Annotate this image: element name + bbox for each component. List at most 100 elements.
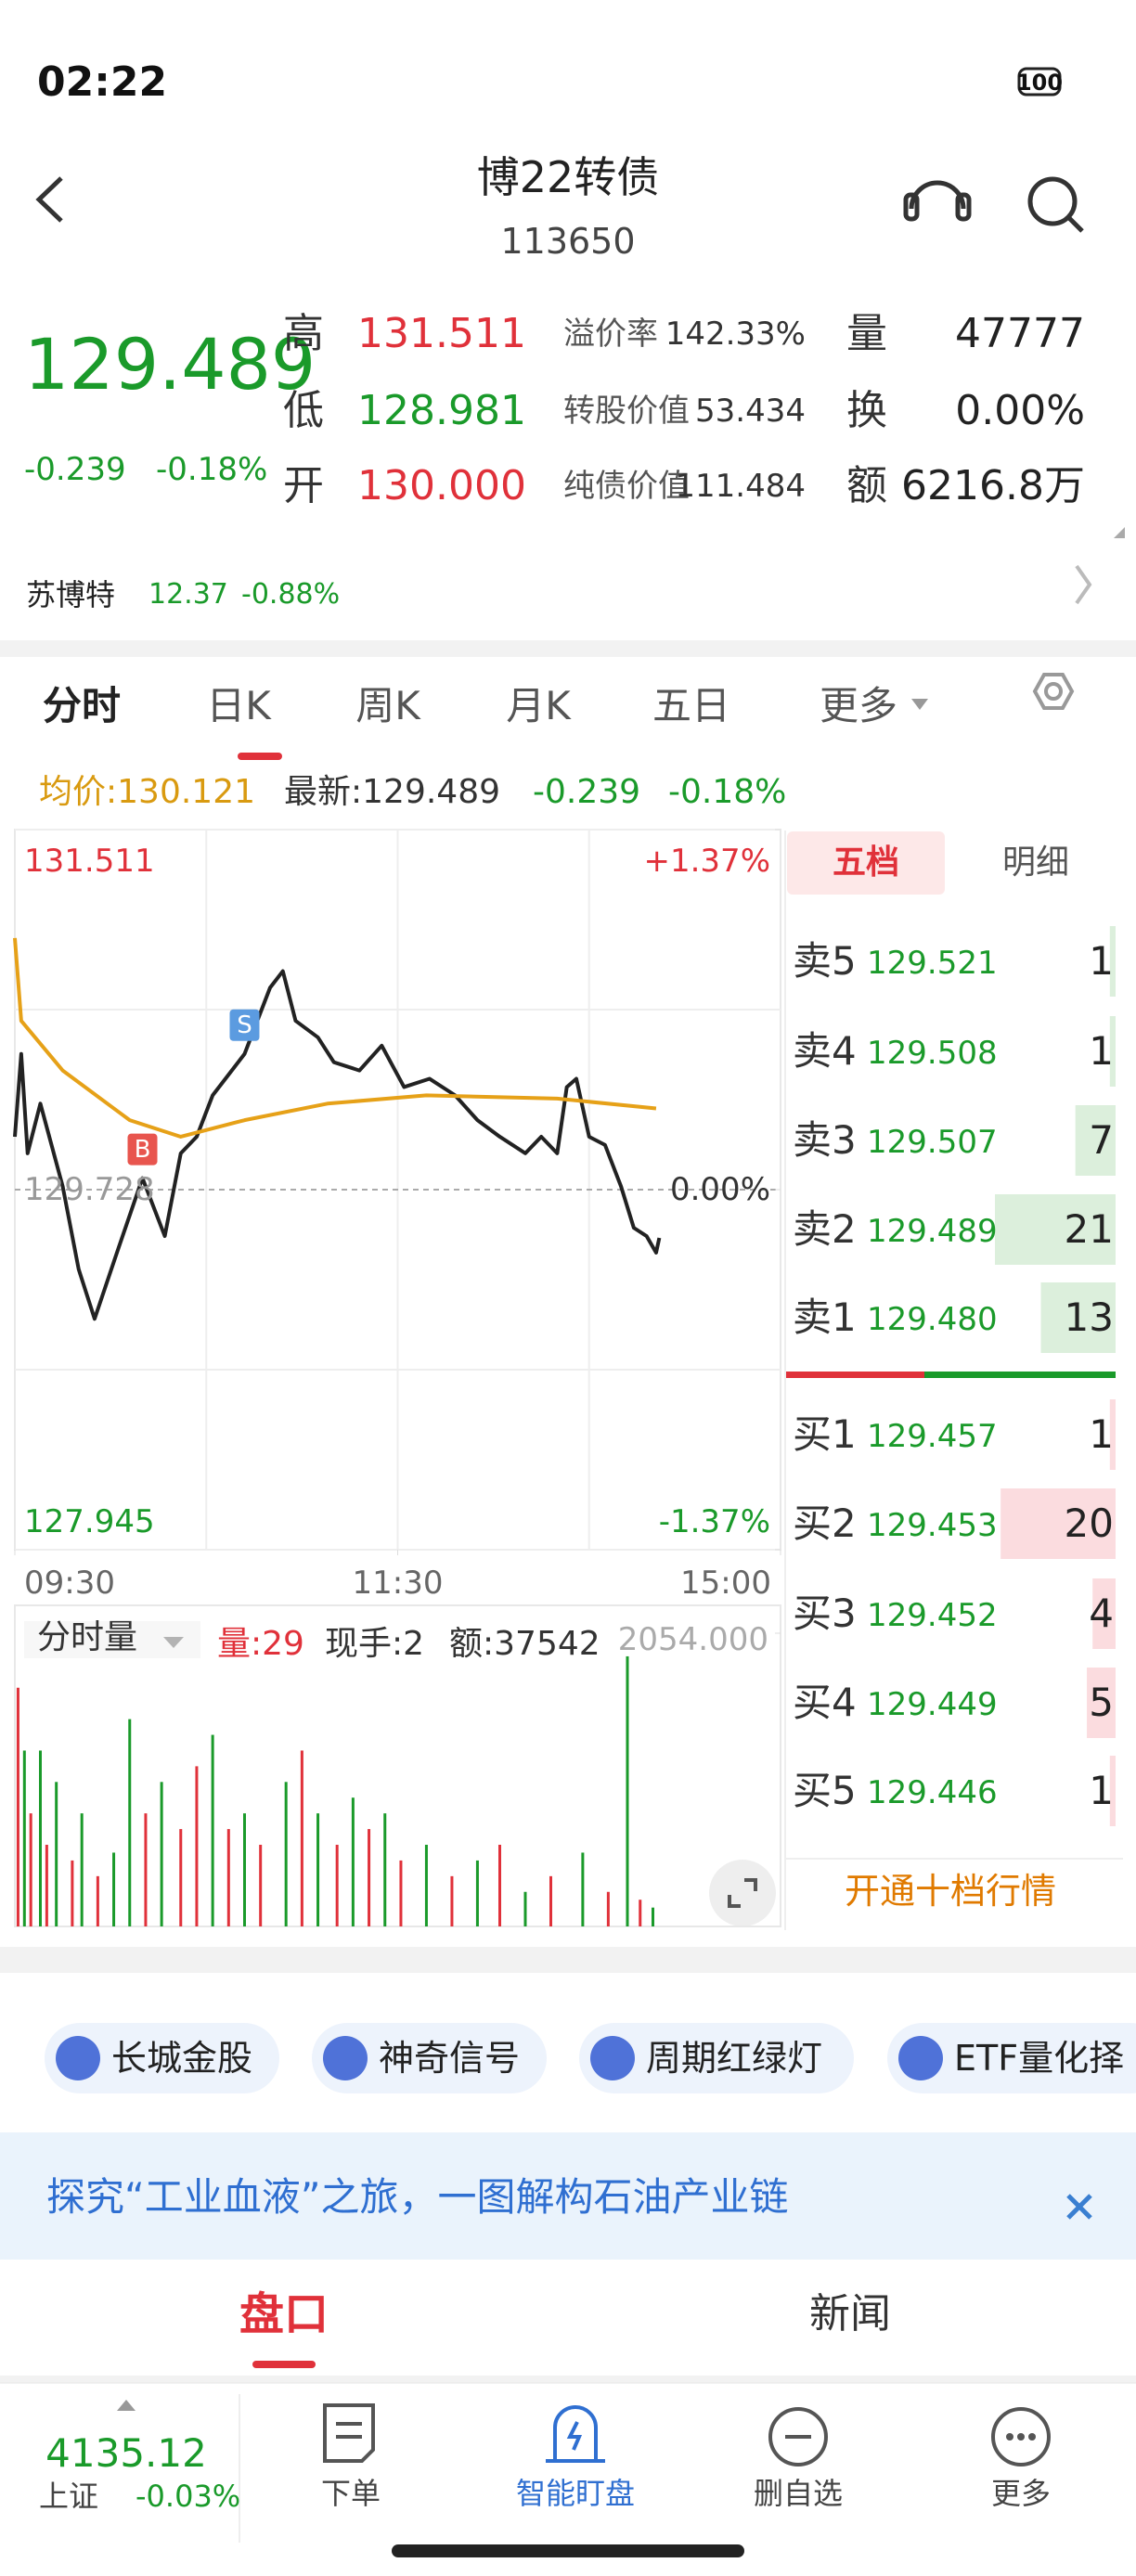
volume-bar xyxy=(351,1797,355,1926)
book-tab[interactable]: 五档 xyxy=(832,844,900,882)
volume-bar xyxy=(316,1813,320,1926)
latest-price: 最新:129.489 xyxy=(284,773,500,811)
book-label: 买4 xyxy=(793,1680,857,1725)
stock-change: -0.88% xyxy=(241,578,341,611)
volume-bar xyxy=(144,1813,148,1926)
depth-bar xyxy=(1109,1016,1116,1087)
volume-now: 量:29 xyxy=(217,1625,304,1663)
depth-bar xyxy=(1109,926,1116,997)
volume-hand: 现手:2 xyxy=(325,1625,425,1663)
book-price: 129.480 xyxy=(867,1301,998,1338)
book-volume: 13 xyxy=(1064,1294,1114,1340)
book-volume: 1 xyxy=(1089,1411,1114,1457)
volume-bar xyxy=(226,1829,230,1926)
y-tick-label: 129.728 xyxy=(24,1171,155,1208)
tool-button[interactable]: ETF量化择 xyxy=(954,2038,1125,2079)
tool-button[interactable]: 长城金股 xyxy=(111,2038,253,2079)
metric-label: 转股价值 xyxy=(563,393,690,430)
book-label: 卖4 xyxy=(793,1028,857,1074)
tool-button[interactable]: 神奇信号 xyxy=(379,2038,521,2079)
volume-bar xyxy=(475,1860,479,1926)
book-label: 卖3 xyxy=(793,1117,857,1163)
trade-marker-label: B xyxy=(134,1135,151,1164)
y2-tick-label: 0.00% xyxy=(669,1171,770,1208)
book-volume: 21 xyxy=(1064,1206,1114,1252)
change-pct: -0.18% xyxy=(156,451,268,488)
volume-bar xyxy=(450,1875,454,1926)
book-volume: 1 xyxy=(1089,1028,1114,1074)
chart-tab[interactable]: 分时 xyxy=(42,683,122,728)
volume-bar xyxy=(39,1750,42,1926)
volume-selector[interactable]: 分时量 xyxy=(37,1618,138,1656)
battery: 100 xyxy=(1015,70,1064,96)
volume-bar xyxy=(335,1845,339,1926)
volume-bar xyxy=(160,1782,163,1926)
x-tick-label: 11:30 xyxy=(352,1565,444,1602)
chart-tab[interactable]: 日K xyxy=(206,683,271,728)
volume-bar xyxy=(383,1813,387,1926)
volume-bar xyxy=(96,1875,99,1926)
volume-bar xyxy=(80,1813,84,1926)
volume-bar xyxy=(195,1766,199,1926)
volume-bar xyxy=(284,1782,288,1926)
depth-bar xyxy=(995,1194,1116,1265)
book-price: 129.446 xyxy=(867,1774,998,1811)
upgrade-link[interactable]: 开通十档行情 xyxy=(844,1871,1057,1912)
volume-bar xyxy=(128,1719,132,1926)
price-line xyxy=(13,937,657,1139)
volume-bar xyxy=(498,1845,501,1926)
chart-tab[interactable]: 五日 xyxy=(652,683,731,728)
chart-tab[interactable]: 月K xyxy=(506,683,571,728)
book-volume: 1 xyxy=(1089,938,1114,984)
last-price: 129.489 xyxy=(24,323,316,406)
bottom-tab[interactable]: 盘口 xyxy=(239,2288,329,2340)
trade-marker xyxy=(229,1009,260,1041)
book-label: 卖1 xyxy=(793,1294,857,1340)
avg-price: 均价:130.121 xyxy=(39,773,255,811)
y-tick-label: 131.511 xyxy=(24,843,155,880)
volume-bar xyxy=(606,1891,610,1926)
book-price: 129.457 xyxy=(867,1418,998,1455)
stock-name[interactable]: 苏博特 xyxy=(26,577,116,612)
volume-label: 额 xyxy=(846,462,887,509)
book-volume: 5 xyxy=(1089,1680,1114,1725)
chart-tab[interactable]: 更多 xyxy=(819,683,898,728)
book-tab[interactable]: 明细 xyxy=(1001,844,1070,882)
nav-item[interactable]: 删自选 xyxy=(753,2476,844,2511)
book-label: 买5 xyxy=(793,1768,857,1813)
index-value[interactable]: 4135.12 xyxy=(45,2430,207,2476)
y2-tick-label: +1.37% xyxy=(643,843,771,880)
banner-text[interactable]: 探究“工业血液”之旅，一图解构石油产业链 xyxy=(46,2174,789,2220)
stat-value: 128.981 xyxy=(357,387,526,434)
volume-bar xyxy=(523,1891,527,1926)
nav-item[interactable]: 智能盯盘 xyxy=(515,2476,636,2511)
trade-marker-label: S xyxy=(237,1011,252,1039)
book-price: 129.453 xyxy=(867,1507,998,1544)
code: 113650 xyxy=(500,221,636,262)
volume-bar xyxy=(549,1875,552,1926)
stat-value: 130.000 xyxy=(357,462,526,509)
volume-bar xyxy=(399,1860,403,1926)
x-tick-label: 09:30 xyxy=(24,1565,115,1602)
book-price: 129.489 xyxy=(867,1213,998,1250)
nav-item[interactable]: 更多 xyxy=(990,2476,1052,2511)
title: 博22转债 xyxy=(476,152,660,202)
depth-bar xyxy=(1092,1578,1116,1649)
y-tick-label: 127.945 xyxy=(24,1503,155,1540)
volume-value: 0.00% xyxy=(955,387,1085,434)
metric-label: 溢价率 xyxy=(563,316,658,353)
metric-value: 142.33% xyxy=(665,316,806,353)
tool-button[interactable]: 周期红绿灯 xyxy=(646,2038,823,2079)
volume-bar xyxy=(581,1852,585,1926)
bottom-tab[interactable]: 新闻 xyxy=(809,2290,891,2338)
depth-bar xyxy=(1000,1488,1116,1559)
nav-item[interactable]: 下单 xyxy=(320,2476,381,2511)
book-label: 买1 xyxy=(793,1411,857,1457)
volume-bar xyxy=(300,1750,303,1926)
volume-bar xyxy=(211,1734,214,1926)
index-name: 上证 xyxy=(39,2479,99,2514)
volume-bar xyxy=(22,1750,26,1926)
volume-tick-label: 2054.000 xyxy=(617,1621,768,1658)
chart-tab[interactable]: 周K xyxy=(355,683,420,728)
